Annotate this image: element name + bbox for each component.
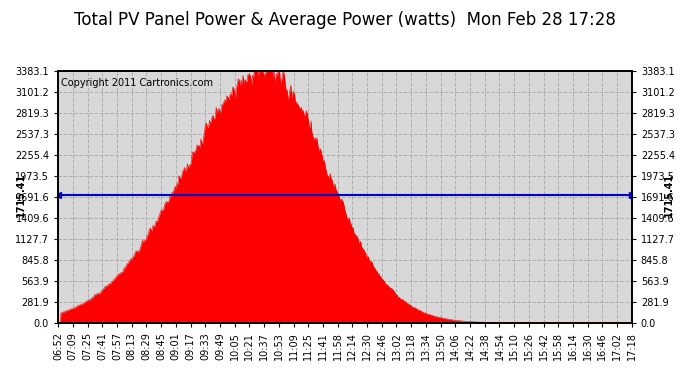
Text: 1715.41: 1715.41: [16, 173, 26, 217]
Text: Total PV Panel Power & Average Power (watts)  Mon Feb 28 17:28: Total PV Panel Power & Average Power (wa…: [74, 11, 616, 29]
Text: 1715.41: 1715.41: [664, 173, 674, 217]
Text: Copyright 2011 Cartronics.com: Copyright 2011 Cartronics.com: [61, 78, 213, 88]
